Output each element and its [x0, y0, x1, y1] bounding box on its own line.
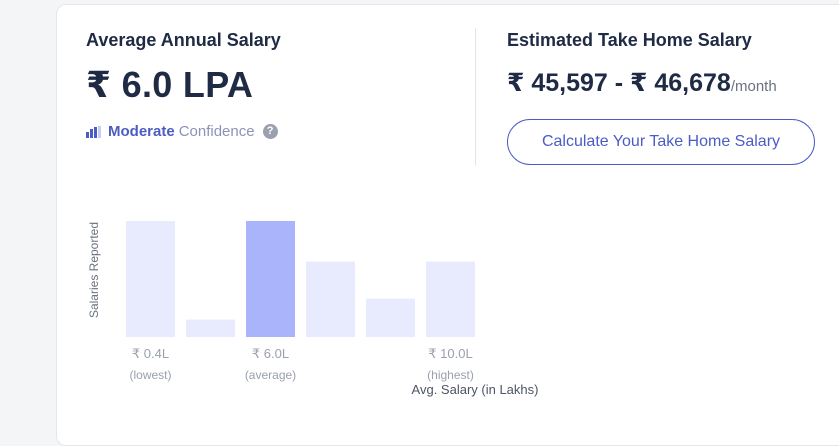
chart-tick-label: ₹ 10.0L — [428, 346, 472, 361]
confidence-bars-icon — [86, 125, 101, 138]
chart-tick-sublabel: (highest) — [427, 368, 474, 382]
salary-card — [56, 4, 839, 446]
chart-bar — [186, 319, 235, 337]
chart-bar — [126, 221, 175, 337]
confidence-label: Confidence — [178, 123, 255, 140]
take-home-unit: /month — [730, 78, 777, 95]
chart-y-axis-label: Salaries Reported — [87, 222, 101, 318]
salary-distribution-chart: Salaries Reported Avg. Salary (in Lakhs)… — [87, 221, 539, 397]
calculate-take-home-button[interactable]: Calculate Your Take Home Salary — [507, 119, 815, 165]
take-home-value: ₹ 45,597 - ₹ 46,678/month — [507, 68, 777, 98]
section-divider — [475, 28, 476, 166]
chart-bar — [246, 221, 295, 337]
chart-bar — [306, 261, 355, 337]
take-home-title: Estimated Take Home Salary — [507, 30, 752, 50]
average-salary-title: Average Annual Salary — [86, 30, 281, 50]
chart-tick-label: ₹ 6.0L — [252, 346, 289, 361]
chart-tick-sublabel: (average) — [245, 368, 296, 382]
chart-bar — [366, 298, 415, 337]
chart-x-axis-label: Avg. Salary (in Lakhs) — [412, 382, 539, 397]
confidence-level: Moderate — [108, 123, 175, 140]
take-home-range: ₹ 45,597 - ₹ 46,678 — [507, 69, 731, 97]
average-salary-value: ₹ 6.0 LPA — [86, 64, 254, 105]
chart-bar — [426, 261, 475, 337]
help-icon[interactable]: ? — [262, 124, 278, 139]
chart-tick-sublabel: (lowest) — [129, 368, 171, 382]
chart-tick-label: ₹ 0.4L — [132, 346, 169, 361]
confidence-indicator: Moderate Confidence ? — [86, 123, 278, 140]
